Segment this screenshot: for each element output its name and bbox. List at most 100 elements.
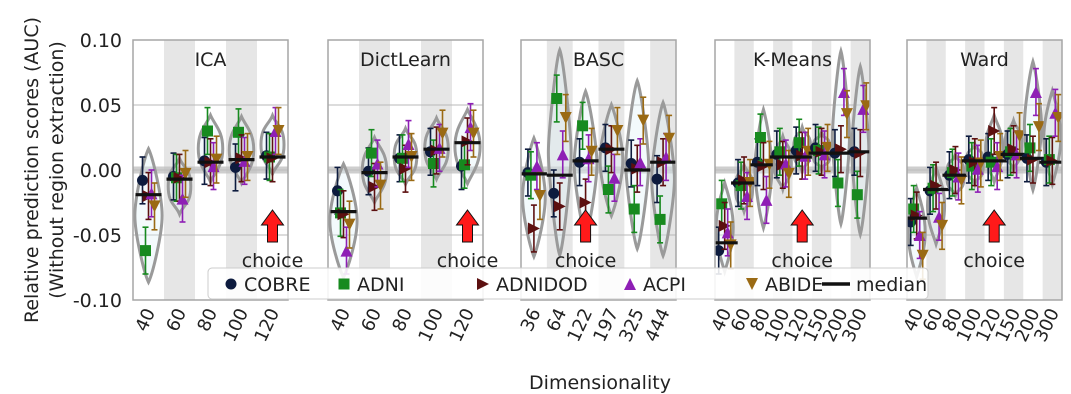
panel-frame xyxy=(132,39,289,301)
x-tick-label: 100 xyxy=(219,305,253,345)
x-tick-label: 36 xyxy=(517,305,546,335)
point-adni xyxy=(793,137,805,149)
y-axis-label-line1: Relative prediction scores (AUC) xyxy=(21,17,43,323)
panel-frame xyxy=(906,39,1063,301)
point-adni xyxy=(716,198,728,210)
x-tick-label: 60 xyxy=(162,305,191,335)
point-adnidod xyxy=(527,222,540,235)
panel-frame xyxy=(520,39,677,301)
point-acpi xyxy=(634,156,647,169)
x-tick-label: 80 xyxy=(388,305,417,335)
point-abide xyxy=(148,200,161,213)
legend-marker-adnidod xyxy=(477,278,489,290)
point-abide xyxy=(955,174,968,187)
point-adni xyxy=(735,180,747,192)
point-cobre xyxy=(548,187,560,199)
panel-frame xyxy=(327,39,484,301)
legend-entry-cobre: COBRE xyxy=(225,274,310,296)
legend-label: median xyxy=(856,274,927,296)
panel-title: DictLearn xyxy=(360,49,451,71)
point-abide xyxy=(467,127,480,140)
point-adni xyxy=(428,158,439,169)
plot-area xyxy=(521,45,676,261)
point-cobre xyxy=(137,174,148,186)
point-abide xyxy=(533,190,546,202)
choice-arrow-icon xyxy=(573,209,598,243)
x-tick-label: 120 xyxy=(250,305,284,345)
legend-marker-cobre xyxy=(225,278,237,290)
point-abide xyxy=(210,153,223,166)
x-tick-label: 122 xyxy=(564,305,598,345)
point-abide xyxy=(241,151,254,163)
legend-box xyxy=(207,267,929,300)
point-acpi xyxy=(1029,86,1042,98)
x-axis-label: Dimensionality xyxy=(529,372,671,394)
point-acpi xyxy=(556,148,569,161)
point-adni xyxy=(754,132,766,143)
point-cobre xyxy=(651,173,663,185)
zero-line xyxy=(521,166,676,174)
point-abide xyxy=(936,219,949,232)
y-tick-label: -0.10 xyxy=(73,290,122,312)
x-tick-label: 444 xyxy=(641,305,675,345)
legend-label: ADNI xyxy=(357,274,404,296)
point-adni xyxy=(654,213,666,225)
point-abide xyxy=(436,127,449,140)
point-abide xyxy=(559,112,572,124)
point-cobre xyxy=(230,161,241,173)
legend-label: ADNIDOD xyxy=(496,274,588,296)
point-adni xyxy=(851,189,863,201)
point-adni xyxy=(577,120,589,132)
y-tick-label: 0.00 xyxy=(80,160,122,182)
x-tick-label: 40 xyxy=(326,305,355,335)
y-axis-label-line2: (Without region extraction) xyxy=(46,41,68,299)
point-adni xyxy=(1024,142,1036,154)
choice-arrow-icon xyxy=(982,209,1007,243)
point-abide xyxy=(179,167,192,180)
x-tick-label: 325 xyxy=(615,305,649,345)
legend-label: ABIDE xyxy=(765,274,823,296)
point-adnidod xyxy=(718,219,731,232)
point-abide xyxy=(821,141,834,154)
point-adni xyxy=(774,146,786,158)
legend: COBRE ADNI ADNIDOD ACPI ABIDE median xyxy=(207,267,929,300)
choice-arrow-icon xyxy=(790,209,815,243)
point-adnidod xyxy=(1007,143,1020,156)
plot-area xyxy=(715,45,870,277)
legend-entry-abide: ABIDE xyxy=(746,274,823,296)
legend-entry-adni: ADNI xyxy=(338,274,404,296)
legend-label: ACPI xyxy=(643,274,686,296)
legend-entry-adnidod: ADNIDOD xyxy=(477,274,588,296)
choice-label: choice xyxy=(963,250,1025,272)
point-acpi xyxy=(760,193,773,206)
point-abide xyxy=(1013,130,1026,143)
point-abide xyxy=(916,249,929,262)
panel-title: Ward xyxy=(960,49,1009,71)
y-tick-label: -0.05 xyxy=(73,225,122,247)
point-adni xyxy=(140,245,151,257)
point-abide xyxy=(585,145,598,158)
plot-area xyxy=(907,56,1062,283)
point-acpi xyxy=(176,192,189,205)
legend-marker-acpi xyxy=(624,278,636,290)
point-acpi xyxy=(608,171,621,184)
y-axis: -0.10 -0.05 0.00 0.05 0.10 xyxy=(73,30,122,312)
point-adnidod xyxy=(553,200,566,213)
plot-area xyxy=(328,102,482,281)
panel-title: BASC xyxy=(573,49,624,71)
legend-entry-acpi: ACPI xyxy=(624,274,686,296)
point-adni xyxy=(832,177,844,189)
point-abide xyxy=(840,108,853,121)
legend-entry-median: median xyxy=(822,274,927,296)
y-tick-label: 0.10 xyxy=(80,30,122,52)
x-tick-label: 80 xyxy=(193,305,222,335)
point-abide xyxy=(782,167,795,180)
point-adni xyxy=(628,203,640,215)
point-abide xyxy=(374,179,387,192)
point-adni xyxy=(366,147,377,159)
legend-marker-adni xyxy=(338,278,350,290)
